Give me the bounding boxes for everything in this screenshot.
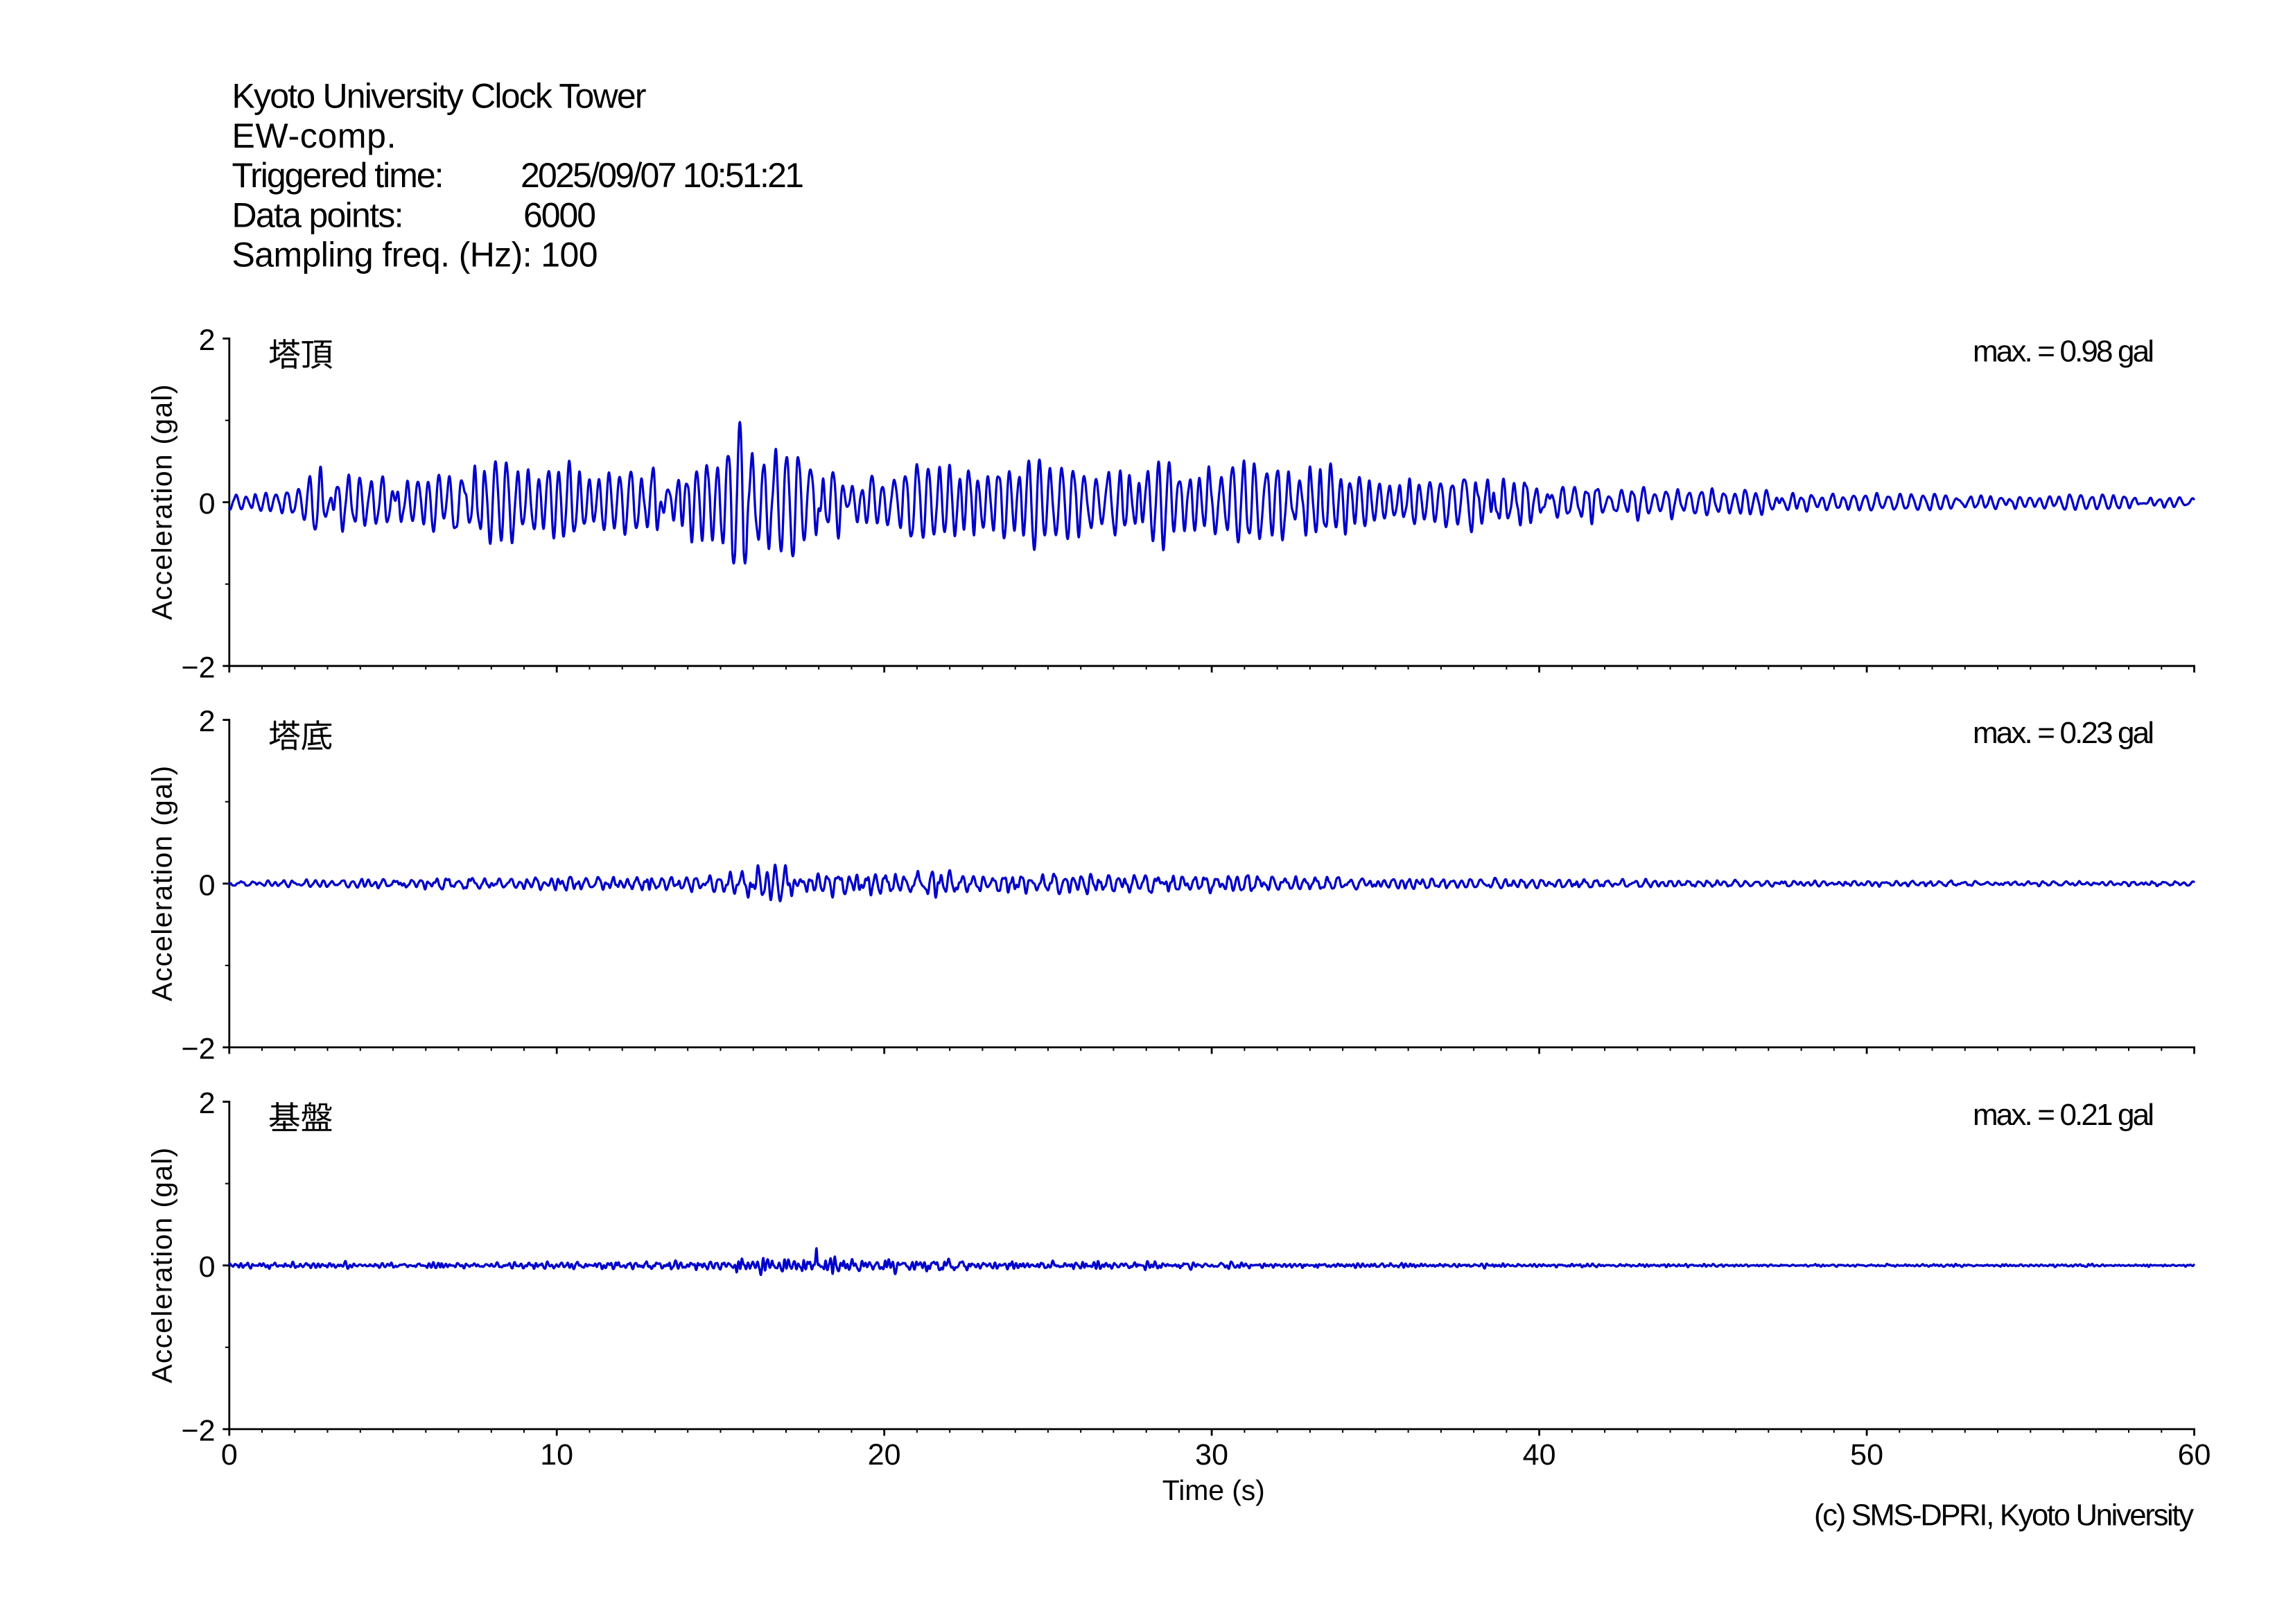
svg-text:Acceleration (gal): Acceleration (gal) bbox=[146, 766, 177, 1002]
svg-text:2: 2 bbox=[199, 324, 216, 357]
svg-text:Triggered time:: Triggered time: bbox=[232, 156, 444, 195]
svg-text:Acceleration (gal): Acceleration (gal) bbox=[146, 385, 177, 620]
svg-text:Sampling freq. (Hz): 100: Sampling freq. (Hz): 100 bbox=[232, 236, 598, 274]
svg-text:Time (s): Time (s) bbox=[1162, 1474, 1265, 1506]
svg-text:Data points:: Data points: bbox=[232, 195, 404, 234]
svg-text:30: 30 bbox=[1195, 1438, 1228, 1472]
svg-text:−2: −2 bbox=[181, 1033, 215, 1066]
svg-text:6000: 6000 bbox=[523, 195, 596, 234]
svg-text:Acceleration (gal): Acceleration (gal) bbox=[146, 1148, 177, 1383]
svg-text:max. = 0.21 gal: max. = 0.21 gal bbox=[1973, 1098, 2154, 1132]
svg-text:max. = 0.23 gal: max. = 0.23 gal bbox=[1973, 716, 2154, 750]
svg-text:10: 10 bbox=[540, 1438, 573, 1472]
svg-text:2025/09/07 10:51:21: 2025/09/07 10:51:21 bbox=[521, 156, 804, 195]
svg-text:0: 0 bbox=[221, 1438, 238, 1472]
svg-text:(c) SMS-DPRI, Kyoto University: (c) SMS-DPRI, Kyoto University bbox=[1814, 1499, 2194, 1532]
svg-text:−2: −2 bbox=[181, 1414, 215, 1447]
svg-text:EW-comp.: EW-comp. bbox=[232, 116, 396, 155]
svg-text:20: 20 bbox=[868, 1438, 901, 1472]
svg-text:−2: −2 bbox=[181, 651, 215, 684]
svg-text:2: 2 bbox=[199, 1087, 216, 1120]
svg-text:60: 60 bbox=[2178, 1438, 2211, 1472]
svg-text:0: 0 bbox=[199, 1250, 216, 1284]
svg-text:0: 0 bbox=[199, 487, 216, 521]
svg-text:max. = 0.98 gal: max. = 0.98 gal bbox=[1973, 335, 2154, 369]
svg-text:2: 2 bbox=[199, 705, 216, 738]
svg-text:0: 0 bbox=[199, 868, 216, 902]
svg-text:40: 40 bbox=[1523, 1438, 1556, 1472]
svg-text:Kyoto University Clock Tower: Kyoto University Clock Tower bbox=[232, 77, 647, 116]
svg-text:50: 50 bbox=[1850, 1438, 1883, 1472]
